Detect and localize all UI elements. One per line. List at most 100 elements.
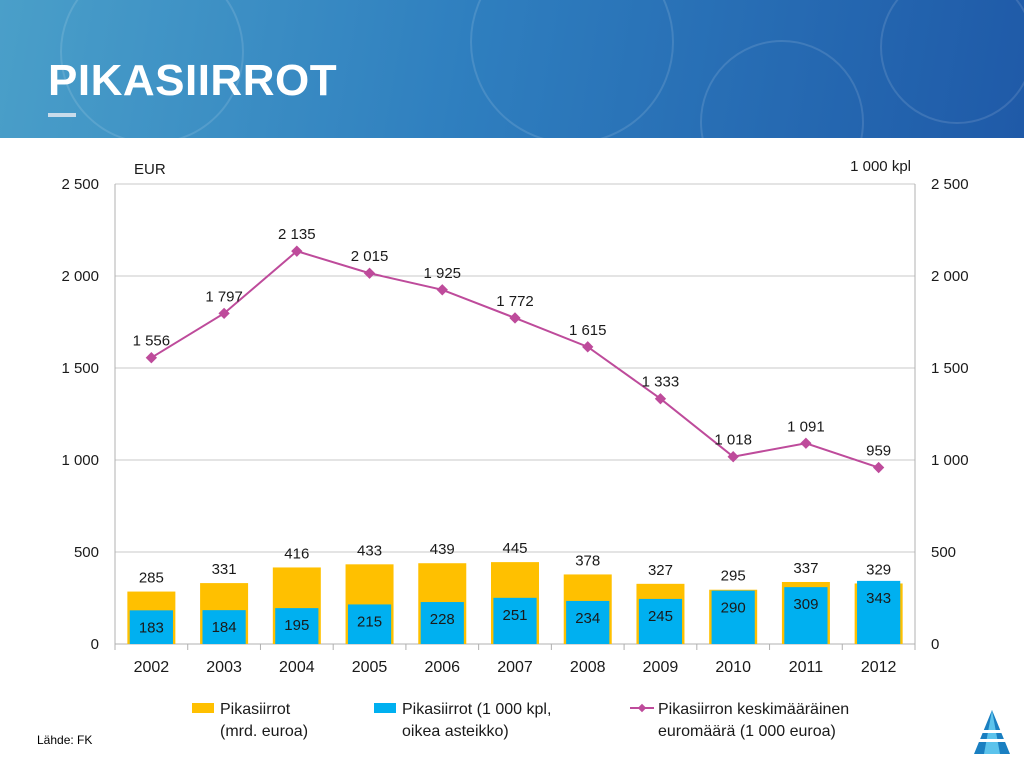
bar-total-label: 439 [430,541,455,558]
line-marker [509,312,521,324]
bar-count-label: 245 [648,608,673,625]
line-label: 1 925 [423,265,461,282]
line-label: 1 772 [496,293,534,310]
y-tick-label-right: 1 000 [931,452,969,469]
y-tick-label-left: 2 000 [61,268,99,285]
chart: 0 0 500 500 1 000 1 000 1 500 1 500 2 000 2 000 2 … [61,158,968,740]
line-marker [800,437,812,449]
x-tick-label: 2007 [497,659,533,676]
line-label: 1 797 [205,288,243,305]
bar-count-label: 195 [284,617,309,634]
bar-total-label: 445 [502,540,527,557]
y-tick-label-left: 2 500 [61,176,99,193]
title-underline [48,113,76,117]
line-label: 1 091 [787,418,825,435]
legend-line-marker [637,703,647,713]
bar-count-label: 251 [502,607,527,624]
x-tick-label: 2012 [861,659,897,676]
bar-count-label: 343 [866,590,891,607]
bar-total-label: 433 [357,542,382,559]
legend-line-label: euromäärä (1 000 euroa) [658,723,836,740]
right-axis-unit: 1 000 kpl [850,158,911,175]
bar-count [275,608,319,644]
bar-count-label: 184 [212,619,237,636]
line-label: 1 018 [714,432,752,449]
bar-total-label: 337 [793,560,818,577]
line-series [145,245,885,474]
bar-count [711,590,755,644]
header-banner: PIKASIIRROT [0,0,1024,138]
line-label: 2 015 [351,248,389,265]
bar-total-label: 295 [721,568,746,585]
legend-bar-total-swatch [192,703,214,713]
line-label: 1 556 [133,333,171,350]
bar-count-label: 309 [793,596,818,613]
y-tick-label-right: 1 500 [931,360,969,377]
y-tick-label-left: 500 [74,544,99,561]
line-label: 1 333 [642,374,680,391]
bar-count [347,604,392,644]
gridlines [115,183,915,553]
bars [127,562,903,644]
bar-total-label: 285 [139,570,164,587]
line-marker [145,352,158,364]
bar-count-label: 183 [139,619,164,636]
x-tick-label: 2006 [424,659,460,676]
bar-total-label: 327 [648,562,673,579]
legend-line-label: Pikasiirron keskimääräinen [658,701,849,718]
bar-count-label: 228 [430,611,455,628]
line-marker [727,451,739,463]
line-label: 2 135 [278,226,316,243]
y-tick-label-left: 1 500 [61,360,99,377]
line-path [150,250,879,469]
legend-bar-count-label: Pikasiirrot (1 000 kpl, [402,701,551,718]
x-tick-label: 2004 [279,659,315,676]
line-marker [654,393,667,405]
x-tick-label: 2008 [570,659,606,676]
line-marker [363,267,376,279]
x-tick-label: 2011 [789,659,824,676]
bar-total-label: 378 [575,552,600,569]
y-tick-label-right: 2 000 [931,268,969,285]
y-tick-label-right: 0 [931,636,939,653]
axes: 0 0 500 500 1 000 1 000 1 500 1 500 2 000 2 000 2 … [61,158,968,676]
legend-bar-count-label: oikea asteikko) [402,723,509,740]
legend: Pikasiirrot (mrd. euroa) Pikasiirrot (1 00… [192,701,849,740]
bar-count-label: 234 [575,610,600,627]
bar-count [129,610,173,644]
line-label: 1 615 [569,322,607,339]
bar-count [493,597,537,644]
bar-count [420,602,464,644]
bar-count [638,598,683,644]
line-marker [872,461,885,474]
page-title: PIKASIIRROT [48,56,338,105]
y-tick-label-right: 2 500 [931,176,969,193]
x-tick-label: 2002 [134,659,170,676]
line-marker [582,341,594,353]
bar-count [566,600,610,644]
bar-count-label: 290 [721,600,746,617]
y-tick-label-left: 1 000 [61,452,99,469]
bar-count [784,587,828,644]
source-note: Lähde: FK [37,733,93,747]
bar-total-label: 416 [284,545,309,562]
line-marker [218,307,230,320]
bar-count-label: 215 [357,613,382,630]
bar-count [202,610,246,644]
y-tick-label-right: 500 [931,544,956,561]
line-label: 959 [866,443,891,460]
bar-count [857,580,901,644]
x-tick-label: 2003 [206,659,242,676]
organization-logo-icon [974,710,1010,754]
y-tick-label-left: 0 [91,636,99,653]
legend-bar-total-label: Pikasiirrot [220,701,291,718]
line-marker [436,284,448,296]
x-tick-label: 2009 [643,659,679,676]
legend-bar-total-label: (mrd. euroa) [220,723,308,740]
bar-total-label: 329 [866,561,891,578]
data-labels: 285 331 416 433 439 445 378 327 295 337 329 183 184 1… [133,226,892,636]
x-tick-label: 2005 [352,659,388,676]
left-axis-unit: EUR [134,161,166,178]
legend-bar-count-swatch [374,703,396,713]
bar-total-label: 331 [212,561,237,578]
